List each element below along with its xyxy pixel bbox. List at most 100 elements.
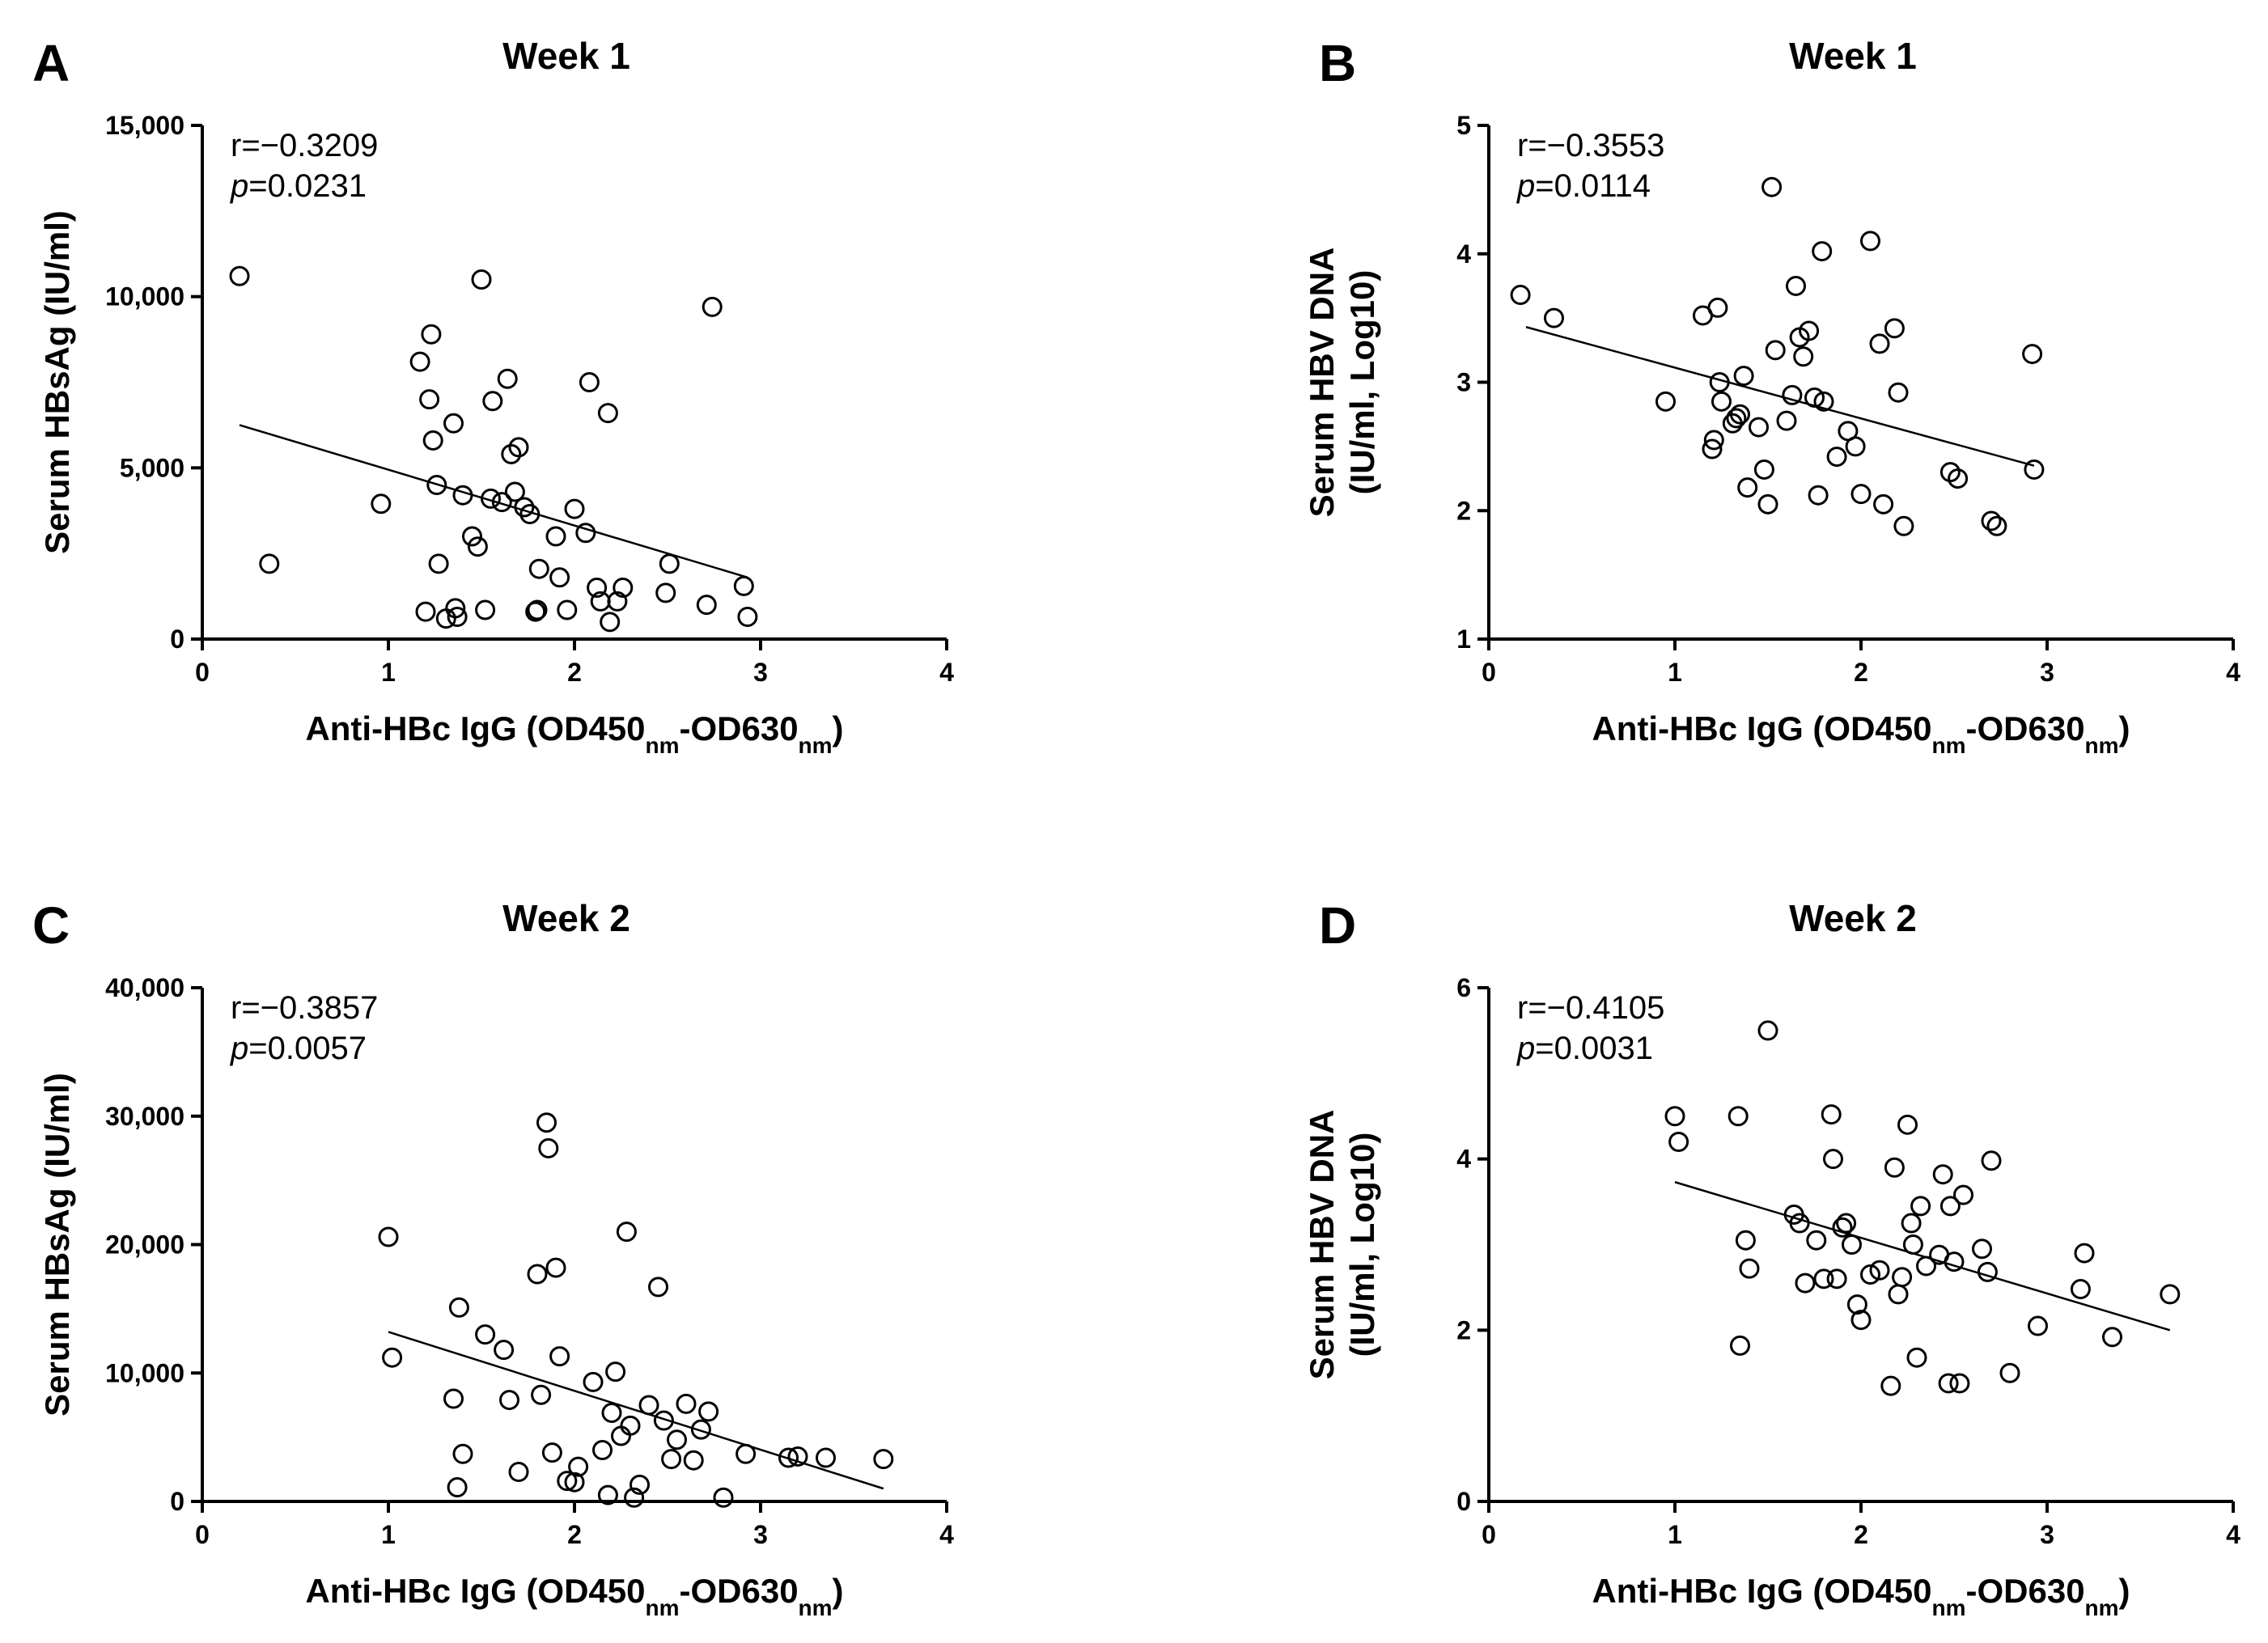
data-point bbox=[1707, 297, 1728, 318]
panel-letter: C bbox=[32, 896, 70, 955]
x-tick-label: 2 bbox=[1854, 1520, 1868, 1549]
data-point bbox=[557, 1471, 578, 1492]
x-tick-label: 0 bbox=[195, 658, 210, 687]
y-tick-label: 15,000 bbox=[105, 111, 184, 140]
data-point bbox=[620, 1415, 641, 1436]
x-axis-label-part: ) bbox=[2119, 709, 2130, 747]
x-tick-label: 1 bbox=[1668, 1520, 1682, 1549]
x-axis-label-part: Anti-HBc IgG (OD450 bbox=[1592, 709, 1931, 747]
data-point bbox=[1953, 1184, 1973, 1205]
data-point bbox=[415, 601, 436, 622]
data-point bbox=[1902, 1234, 1923, 1255]
x-tick-label: 3 bbox=[2040, 658, 2054, 687]
data-point bbox=[1826, 447, 1847, 468]
chart-title: Week 2 bbox=[1789, 897, 1917, 939]
x-axis-label-part: -OD630 bbox=[679, 1572, 798, 1610]
data-point bbox=[1737, 477, 1758, 498]
data-point bbox=[1799, 320, 1820, 341]
data-point bbox=[1860, 1264, 1880, 1285]
data-point bbox=[592, 1440, 613, 1460]
y-axis-label: Serum HBsAg (IU/ml) bbox=[38, 1073, 76, 1416]
data-point bbox=[1842, 1234, 1862, 1255]
data-point bbox=[527, 599, 548, 620]
x-axis-label-subscript: nm bbox=[799, 1595, 833, 1620]
data-point bbox=[378, 1226, 399, 1247]
data-point bbox=[371, 493, 392, 514]
x-axis-label: Anti-HBc IgG (OD450nm-OD630nm) bbox=[305, 709, 843, 758]
data-point bbox=[1730, 1335, 1750, 1356]
panel-letter: D bbox=[1319, 896, 1356, 955]
data-point bbox=[1757, 493, 1778, 514]
data-point bbox=[698, 1401, 719, 1422]
data-point bbox=[545, 1257, 566, 1278]
data-point bbox=[1845, 436, 1866, 457]
data-point bbox=[1711, 391, 1732, 412]
data-point bbox=[499, 1390, 519, 1411]
y-axis-label: Serum HBV DNA bbox=[1303, 1110, 1341, 1380]
x-tick-label: 4 bbox=[939, 658, 954, 687]
data-point bbox=[1850, 1310, 1872, 1331]
y-tick-label: 0 bbox=[1456, 1487, 1471, 1516]
data-point bbox=[713, 1487, 734, 1508]
p-value: p=0.0031 bbox=[1516, 1031, 1653, 1066]
x-axis-label-subscript: nm bbox=[1931, 733, 1965, 758]
data-point bbox=[1981, 1150, 2002, 1171]
p-value: p=0.0057 bbox=[230, 1031, 367, 1066]
data-point bbox=[1948, 468, 1969, 489]
data-point bbox=[1749, 417, 1769, 438]
data-point bbox=[1939, 1196, 1961, 1217]
x-tick-label: 1 bbox=[381, 658, 396, 687]
data-point bbox=[600, 612, 621, 633]
x-axis-label-part: Anti-HBc IgG (OD450 bbox=[305, 709, 645, 747]
data-point bbox=[1888, 1284, 1909, 1305]
data-point bbox=[1846, 1294, 1867, 1315]
x-axis-label-subscript: nm bbox=[645, 733, 679, 758]
data-point bbox=[1999, 1362, 2020, 1383]
data-point bbox=[1804, 387, 1825, 409]
data-point bbox=[1884, 1157, 1905, 1178]
data-point bbox=[1808, 485, 1829, 506]
data-point bbox=[2024, 459, 2045, 480]
data-point bbox=[382, 1347, 403, 1368]
data-point bbox=[579, 372, 600, 392]
data-point bbox=[419, 389, 440, 410]
data-point bbox=[494, 1340, 515, 1361]
data-point bbox=[475, 1324, 496, 1345]
data-point bbox=[508, 437, 529, 458]
data-point bbox=[531, 1384, 552, 1405]
data-point bbox=[597, 1484, 618, 1505]
data-point bbox=[607, 591, 628, 612]
x-tick-label: 1 bbox=[381, 1520, 396, 1549]
panel-a: A Week 1 0 1 2 3 4 0 5,000 10,000 15,000 Anti-HBc I… bbox=[0, 0, 971, 760]
data-point bbox=[659, 553, 680, 574]
data-point bbox=[519, 503, 541, 524]
x-tick-label: 3 bbox=[753, 658, 768, 687]
data-point bbox=[1938, 1373, 1959, 1394]
data-point bbox=[1730, 404, 1750, 425]
p-value-symbol: p bbox=[230, 168, 248, 204]
data-point bbox=[508, 1461, 529, 1482]
data-point bbox=[1888, 382, 1909, 403]
data-point bbox=[2102, 1327, 2122, 1348]
data-point bbox=[497, 368, 518, 389]
data-point bbox=[549, 567, 570, 588]
p-value-symbol: p bbox=[230, 1031, 248, 1066]
data-point bbox=[564, 1472, 585, 1493]
data-point bbox=[514, 497, 535, 518]
data-point bbox=[421, 324, 442, 345]
data-point bbox=[661, 1449, 682, 1470]
data-point bbox=[1892, 1267, 1913, 1288]
data-point bbox=[624, 1487, 645, 1508]
data-point bbox=[471, 269, 492, 290]
data-point bbox=[447, 606, 468, 627]
x-tick-label: 1 bbox=[1668, 658, 1682, 687]
data-point bbox=[611, 1425, 631, 1446]
x-axis-label-subscript: nm bbox=[2085, 733, 2119, 758]
y-tick-label: 30,000 bbox=[105, 1102, 184, 1131]
data-point bbox=[630, 1474, 650, 1495]
y-tick-label: 6 bbox=[1456, 973, 1471, 1002]
data-point bbox=[667, 1429, 687, 1450]
y-tick-label: 5 bbox=[1456, 111, 1471, 140]
data-point bbox=[1832, 1217, 1853, 1238]
data-point bbox=[527, 1264, 548, 1285]
